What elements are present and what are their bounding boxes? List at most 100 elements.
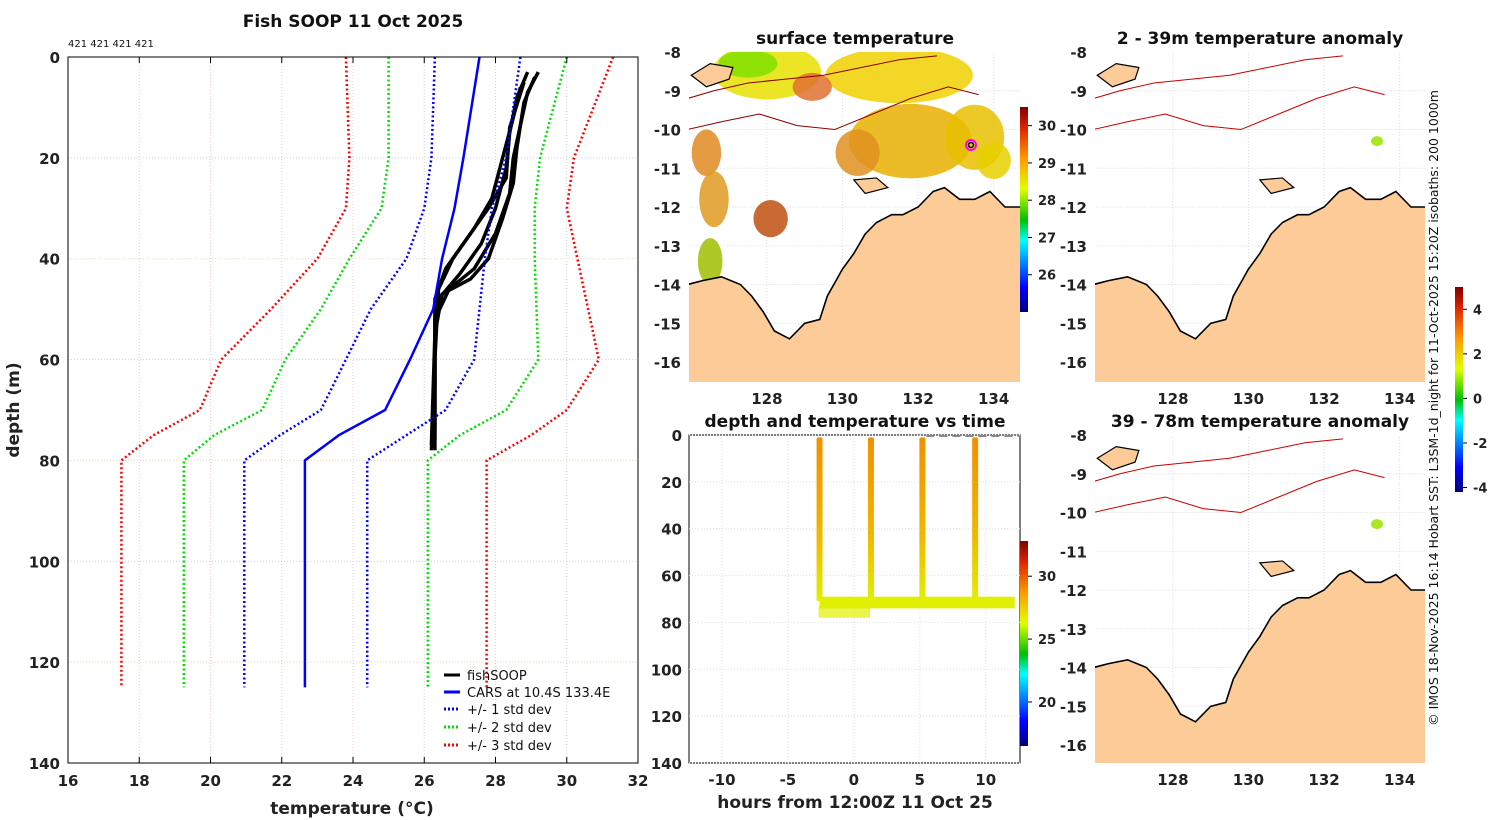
y-tick-label: 60 — [39, 352, 60, 370]
x-tick-label: 5 — [915, 771, 925, 789]
profile-series--1-std-dev — [243, 56, 437, 688]
anomaly2-lat-label: -11 — [1060, 543, 1087, 561]
anomaly1-lat-label: -8 — [1070, 44, 1087, 62]
anomaly-patch — [1370, 519, 1383, 530]
x-tick-label: 28 — [485, 772, 506, 790]
anomaly1-ticks: 128 130 132 134 -8 -9 -10 -11 -12 -13 -14 -15 -16 — [1060, 44, 1415, 408]
island-polygon — [1258, 560, 1296, 578]
legend-label-3std: +/- 3 std dev — [467, 739, 552, 754]
x-tick-label: 30 — [556, 772, 577, 790]
sst-lat-label: -13 — [654, 238, 681, 256]
isobath-line — [689, 86, 979, 131]
anomaly1-lon-label: 134 — [1384, 390, 1415, 408]
sst-patch — [691, 129, 722, 176]
cast-profile — [919, 437, 926, 602]
sst-patch — [835, 129, 880, 176]
cars-location-marker-inner — [967, 141, 975, 149]
anomaly1-lon-label: 128 — [1157, 390, 1188, 408]
x-tick-label: 0 — [849, 771, 859, 789]
profile-ylabel: depth (m) — [4, 362, 24, 457]
sst-lat-label: -11 — [654, 160, 681, 178]
isobath-line — [689, 55, 938, 99]
y-tick-label: 0 — [50, 49, 60, 67]
sst-lat-label: -16 — [654, 354, 681, 372]
land-polygon — [1095, 569, 1425, 763]
land-polygon — [1095, 186, 1425, 382]
anomaly1-lat-label: -13 — [1060, 238, 1087, 256]
profile-series--3-std-dev — [120, 56, 351, 688]
anomaly2-lat-label: -16 — [1060, 737, 1087, 755]
island-polygon — [1096, 445, 1140, 471]
anomaly1-title: 2 - 39m temperature anomaly — [1117, 29, 1403, 49]
sst-patch — [697, 238, 723, 285]
sst-colorbar-tick-label: 26 — [1038, 269, 1056, 284]
sst-lon-label: 130 — [827, 390, 858, 408]
sst-lat-label: -14 — [654, 277, 681, 295]
legend-label-fishsoop: fishSOOP — [467, 669, 527, 684]
legend-label-cars: CARS at 10.4S 133.4E — [467, 686, 610, 701]
anomaly1-lat-label: -16 — [1060, 354, 1087, 372]
y-tick-label: 20 — [661, 474, 682, 492]
anomaly-colorbar-tick-label: 2 — [1473, 348, 1482, 363]
sst-patch — [699, 171, 729, 228]
sst-lat-label: -10 — [654, 122, 681, 140]
sst-colorbar-tick-label: 29 — [1038, 157, 1056, 172]
island-polygon — [1096, 62, 1140, 88]
cars-location-marker — [964, 139, 977, 151]
island-polygon — [1258, 177, 1296, 195]
anomaly2-lon-label: 128 — [1157, 771, 1188, 789]
y-tick-label: 120 — [651, 708, 682, 726]
y-tick-label: 120 — [29, 654, 60, 672]
profile-series-cars-at-10-4s-133-4e — [303, 56, 481, 688]
y-tick-label: 0 — [672, 427, 682, 445]
y-tick-label: 140 — [29, 755, 60, 773]
anomaly-colorbar-ticks: -4 -2 0 2 4 — [1463, 303, 1487, 497]
anomaly-colorbar-tick-label: -2 — [1473, 437, 1487, 452]
anomaly2-lat-label: -8 — [1070, 427, 1087, 445]
sst-lon-label: 128 — [751, 390, 782, 408]
anomaly2-lat-label: -12 — [1060, 582, 1087, 600]
sst-map — [689, 52, 1020, 382]
x-tick-label: 20 — [200, 772, 221, 790]
anomaly2-lat-label: -10 — [1060, 505, 1087, 523]
depthtime-colorbar-tick-label: 30 — [1038, 570, 1056, 585]
anomaly2-map — [1095, 435, 1425, 763]
anomaly2-lon-label: 130 — [1233, 771, 1264, 789]
profile-xlabel: temperature (°C) — [270, 799, 434, 819]
sst-lat-label: -8 — [664, 44, 681, 62]
anomaly2-lat-label: -13 — [1060, 621, 1087, 639]
bottom-track-noise — [818, 606, 870, 618]
anomaly2-lon-label: 132 — [1308, 771, 1339, 789]
sst-patch — [825, 52, 973, 104]
sst-colorbar-ticks: 26 27 28 29 30 — [1028, 120, 1056, 284]
anomaly1-lat-label: -11 — [1060, 160, 1087, 178]
sst-colorbar-tick-label: 30 — [1038, 120, 1056, 135]
depthtime-plot — [688, 434, 1021, 764]
sst-patch — [753, 200, 788, 238]
sst-lat-label: -15 — [654, 315, 681, 333]
profile-series--1-std-dev — [365, 56, 522, 688]
depthtime-colorbar — [1020, 541, 1028, 746]
sst-lon-label: 134 — [978, 390, 1009, 408]
anomaly2-lat-label: -9 — [1070, 466, 1087, 484]
y-tick-label: 80 — [661, 614, 682, 632]
depthtime-title: depth and temperature vs time — [705, 412, 1006, 432]
y-tick-label: 60 — [661, 568, 682, 586]
legend: fishSOOP CARS at 10.4S 133.4E +/- 1 std … — [444, 669, 610, 754]
profile-ticks: 16 18 20 22 24 26 28 30 32 0 20 40 60 80 100 120 140 — [29, 49, 649, 790]
profile-series-fishsoop — [433, 71, 540, 431]
credit-text: © IMOS 18-Nov-2025 16:14 Hobart SST: L3S… — [1426, 90, 1441, 726]
anomaly2-title: 39 - 78m temperature anomaly — [1111, 412, 1409, 432]
x-tick-label: 16 — [58, 772, 79, 790]
sst-colorbar — [1020, 107, 1028, 312]
anomaly1-lat-label: -14 — [1060, 277, 1087, 295]
sst-map-ticks: 128 130 132 134 -8 -9 -10 -11 -12 -13 -14 -15 -16 — [654, 44, 1009, 408]
depthtime-colorbar-ticks: 20 25 30 — [1028, 570, 1056, 711]
profile-series--2-std-dev — [426, 56, 569, 688]
x-tick-label: -10 — [708, 771, 735, 789]
x-tick-label: 22 — [271, 772, 292, 790]
anomaly1-lon-label: 132 — [1308, 390, 1339, 408]
x-tick-label: -5 — [780, 771, 797, 789]
anomaly1-lat-label: -12 — [1060, 199, 1087, 217]
anomaly2-ticks: 128 130 132 134 -8 -9 -10 -11 -12 -13 -14 -15 -16 — [1060, 427, 1415, 789]
